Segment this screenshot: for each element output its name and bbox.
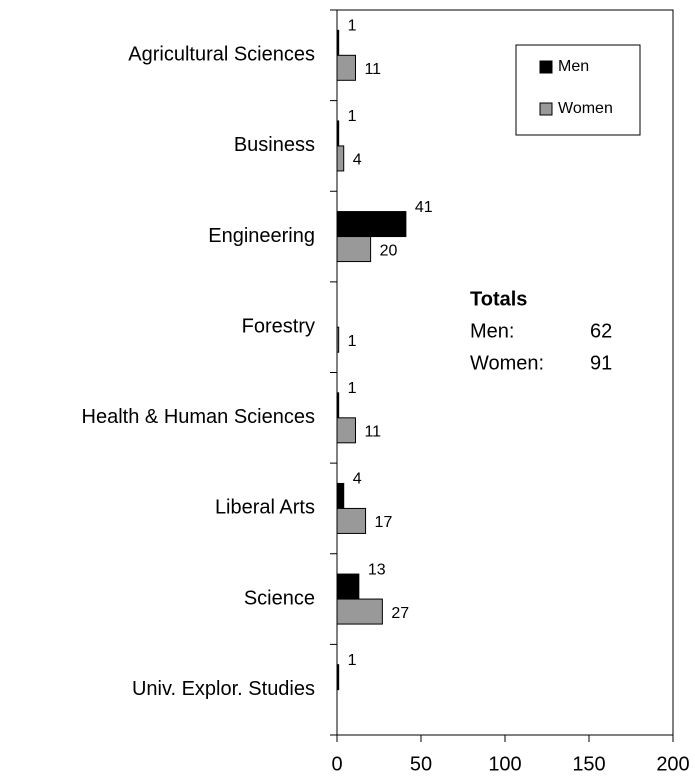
bar <box>336 211 407 238</box>
y-tick-label: Forestry <box>242 315 315 337</box>
bar <box>336 54 356 81</box>
y-tick-label: Health & Human Sciences <box>82 406 315 428</box>
bar <box>336 664 340 691</box>
value-label: 1 <box>348 652 357 669</box>
totals-value: 62 <box>590 320 612 342</box>
legend-swatch <box>539 60 553 74</box>
value-label: 27 <box>391 605 409 622</box>
value-label: 41 <box>415 199 433 216</box>
y-tick-label: Univ. Explor. Studies <box>132 678 315 700</box>
value-label: 1 <box>348 108 357 125</box>
value-label: 11 <box>364 424 381 441</box>
value-label: 1 <box>348 333 357 350</box>
y-tick-label: Business <box>234 134 315 156</box>
value-label: 20 <box>380 242 398 259</box>
bar <box>336 120 340 147</box>
bar <box>336 598 383 625</box>
bar <box>336 507 367 534</box>
value-label: 13 <box>368 561 386 578</box>
y-tick-label: Liberal Arts <box>215 497 315 519</box>
bar <box>336 236 372 263</box>
x-tick-label: 100 <box>488 753 521 775</box>
bar <box>336 482 345 509</box>
bar <box>336 29 340 56</box>
bar <box>336 392 340 419</box>
y-tick-label: Science <box>244 587 315 609</box>
legend-swatch <box>539 102 553 116</box>
x-tick-label: 50 <box>410 753 432 775</box>
legend-label: Men <box>558 58 589 75</box>
x-tick-label: 150 <box>572 753 605 775</box>
totals-value: 91 <box>590 352 612 374</box>
bar <box>336 326 340 353</box>
bar <box>336 417 356 444</box>
value-label: 17 <box>375 514 393 531</box>
legend-box <box>515 44 641 136</box>
value-label: 1 <box>348 380 357 397</box>
totals-label: Men: <box>470 320 514 342</box>
x-tick-label: 200 <box>656 753 689 775</box>
bar <box>336 145 345 172</box>
y-tick-label: Engineering <box>208 225 315 247</box>
totals-label: Women: <box>470 352 544 374</box>
x-tick-label: 0 <box>331 753 342 775</box>
value-label: 4 <box>353 152 362 169</box>
value-label: 4 <box>353 471 362 488</box>
value-label: 11 <box>364 61 381 78</box>
totals-title: Totals <box>470 288 527 310</box>
value-label: 1 <box>348 18 357 35</box>
y-tick-label: Agricultural Sciences <box>128 44 315 66</box>
bar <box>336 573 360 600</box>
legend-label: Women <box>558 100 613 117</box>
